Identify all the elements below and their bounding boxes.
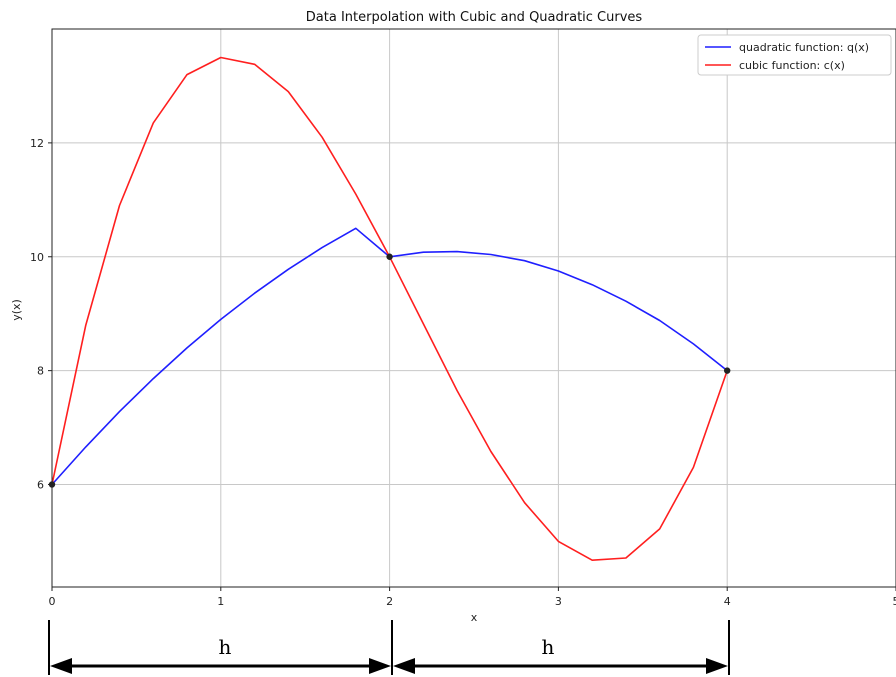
y-tick-label: 6 <box>37 479 44 492</box>
interval-label-1: h <box>219 635 232 659</box>
y-tick-label: 8 <box>37 365 44 378</box>
y-tick-label: 10 <box>30 251 44 264</box>
interval-annotations: h h <box>48 620 730 675</box>
x-axis-label: x <box>471 611 478 624</box>
x-tick-label: 4 <box>724 595 731 608</box>
x-tick-label: 0 <box>49 595 56 608</box>
legend-box <box>697 34 892 76</box>
interval-arrow-1-head-right <box>369 658 391 674</box>
interval-arrow-2-head-left <box>393 658 415 674</box>
plot-area <box>52 29 896 587</box>
interval-arrow-1-head-left <box>50 658 72 674</box>
x-tick-label: 1 <box>217 595 224 608</box>
interval-label-2: h <box>542 635 555 659</box>
y-axis-ticks: 6 8 10 12 <box>30 137 52 492</box>
y-tick-label: 12 <box>30 137 44 150</box>
plot-frame <box>51 28 896 588</box>
legend-entry-quadratic: quadratic function: q(x) <box>739 41 869 54</box>
data-point <box>386 253 393 260</box>
legend-entry-cubic: cubic function: c(x) <box>739 59 845 72</box>
interval-arrow-2-head-right <box>706 658 728 674</box>
y-axis-label: y(x) <box>10 299 23 321</box>
x-tick-label: 3 <box>555 595 562 608</box>
x-tick-label: 2 <box>386 595 393 608</box>
legend: quadratic function: q(x) cubic function:… <box>697 34 892 76</box>
chart-title: Data Interpolation with Cubic and Quadra… <box>306 10 643 25</box>
data-point <box>724 367 731 374</box>
x-tick-label: 5 <box>893 595 896 608</box>
grid <box>51 29 896 587</box>
x-axis-ticks: 0 1 2 3 4 5 <box>49 587 896 608</box>
